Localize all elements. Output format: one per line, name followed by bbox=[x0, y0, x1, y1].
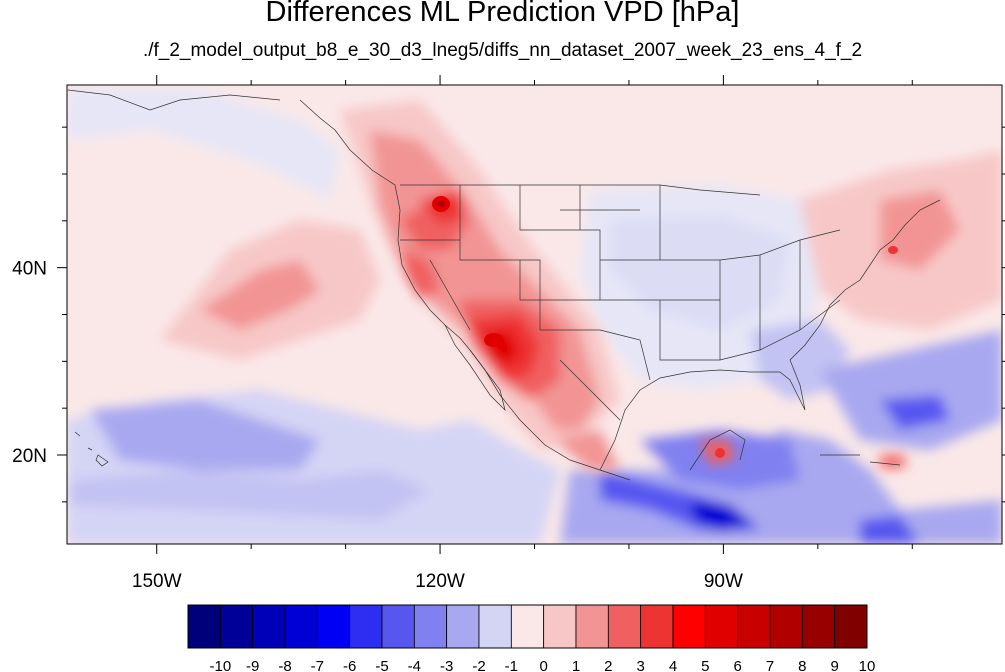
colorbar-swatch bbox=[640, 604, 674, 649]
colorbar-label: 3 bbox=[636, 658, 644, 672]
colorbar-swatch bbox=[381, 604, 415, 649]
colorbar-swatch bbox=[478, 604, 512, 649]
colorbar-swatch bbox=[737, 604, 771, 649]
colorbar-swatch bbox=[704, 604, 739, 649]
colorbar-label: -8 bbox=[278, 658, 291, 672]
colorbar-label: 9 bbox=[830, 658, 838, 672]
colorbar-label: 6 bbox=[733, 658, 741, 672]
map-title: Differences ML Prediction VPD [hPa] bbox=[265, 0, 740, 28]
lat-label: 20N bbox=[12, 446, 47, 467]
lat-label: 40N bbox=[12, 259, 47, 280]
lon-label: 120W bbox=[415, 571, 465, 592]
lon-label: 90W bbox=[704, 571, 743, 592]
colorbar: -10 -9 -8 -7 -6 -5 -4 -3 -2 -1 0 1 2 3 4 5 6 7 8 9 10 bbox=[187, 604, 876, 672]
colorbar-swatch bbox=[801, 604, 836, 649]
colorbar-swatch bbox=[284, 604, 318, 649]
colorbar-label: -9 bbox=[246, 658, 259, 672]
colorbar-label: -1 bbox=[505, 658, 518, 672]
colorbar-label: -5 bbox=[375, 658, 388, 672]
map-axes: 150W 120W 90W 40N 20N bbox=[12, 75, 1005, 592]
colorbar-label: 0 bbox=[539, 658, 547, 672]
colorbar-frame bbox=[187, 604, 868, 649]
colorbar-swatch bbox=[446, 604, 480, 649]
colorbar-swatch bbox=[543, 604, 577, 649]
colorbar-label: -4 bbox=[408, 658, 421, 672]
colorbar-swatch bbox=[510, 604, 545, 649]
colorbar-swatch bbox=[316, 604, 351, 649]
contour-field bbox=[67, 85, 1002, 544]
colorbar-label: 4 bbox=[669, 658, 677, 672]
colorbar-label: -3 bbox=[440, 658, 453, 672]
map-subtitle: ./f_2_model_output_b8_e_30_d3_lneg5/diff… bbox=[142, 40, 863, 61]
colorbar-label: 8 bbox=[798, 658, 806, 672]
colorbar-label: 5 bbox=[701, 658, 709, 672]
colorbar-label: 7 bbox=[766, 658, 774, 672]
colorbar-swatch bbox=[349, 604, 383, 649]
colorbar-swatch bbox=[769, 604, 803, 649]
colorbar-label: 1 bbox=[572, 658, 580, 672]
colorbar-swatch bbox=[672, 604, 706, 649]
colorbar-label: 2 bbox=[604, 658, 612, 672]
colorbar-swatch bbox=[219, 604, 254, 649]
coastlines bbox=[67, 89, 941, 481]
colorbar-swatch bbox=[252, 604, 286, 649]
colorbar-swatch bbox=[607, 604, 642, 649]
colorbar-swatch bbox=[834, 604, 868, 649]
colorbar-label: -6 bbox=[343, 658, 356, 672]
colorbar-label: -10 bbox=[209, 658, 231, 672]
colorbar-swatch bbox=[575, 604, 609, 649]
colorbar-swatch bbox=[187, 604, 221, 649]
colorbar-swatch bbox=[413, 604, 448, 649]
colorbar-label: -2 bbox=[472, 658, 485, 672]
lon-label: 150W bbox=[132, 571, 182, 592]
colorbar-label: -7 bbox=[311, 658, 324, 672]
colorbar-label: 10 bbox=[859, 658, 876, 672]
